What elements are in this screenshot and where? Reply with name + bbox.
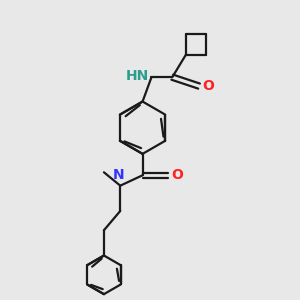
Text: O: O [171,168,183,182]
Text: HN: HN [125,69,148,83]
Text: N: N [112,168,124,182]
Text: O: O [202,79,214,93]
